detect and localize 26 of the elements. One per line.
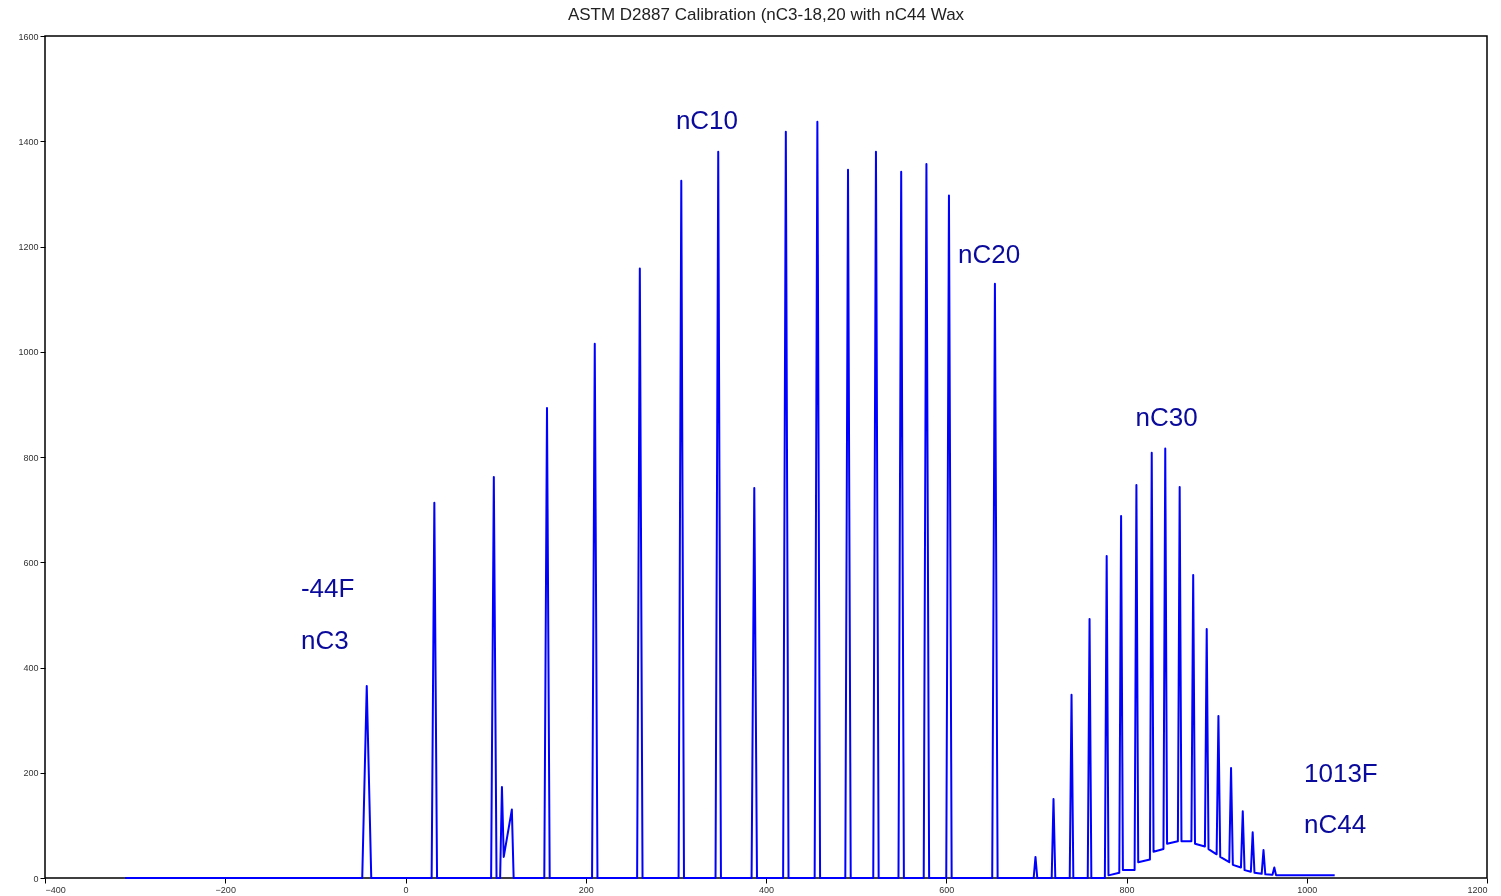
y-tick-label: 600 xyxy=(23,557,39,568)
y-tick-label: 1000 xyxy=(18,347,39,358)
y-tick-label: 1600 xyxy=(18,31,39,42)
annotation: nC20 xyxy=(957,238,1021,269)
y-tick-label: 200 xyxy=(23,768,39,779)
x-tick-label: 0 xyxy=(403,884,409,895)
annotation: nC30 xyxy=(1135,401,1198,432)
y-tick-label: 0 xyxy=(33,873,39,884)
y-tick-label: 800 xyxy=(23,452,39,463)
y-tick-label: 1200 xyxy=(18,242,39,252)
x-tick-label: 400 xyxy=(758,884,775,895)
annotation: nC44 xyxy=(1304,808,1367,839)
x-tick-label: 1200 xyxy=(1467,884,1488,895)
x-tick-label: 200 xyxy=(578,884,594,895)
annotation: -44F xyxy=(300,573,355,604)
annotation: nC3 xyxy=(300,625,349,656)
y-tick-label: 400 xyxy=(23,663,39,673)
annotation: nC10 xyxy=(675,104,739,135)
x-tick-label: 1000 xyxy=(1297,884,1318,895)
x-tick-label: −200 xyxy=(215,884,236,895)
annotation: 1013F xyxy=(1304,757,1378,788)
x-tick-label: 600 xyxy=(939,884,955,895)
y-tick-label: 1400 xyxy=(18,136,39,147)
x-tick-label: 800 xyxy=(1119,884,1135,895)
x-tick-label: −400 xyxy=(45,884,66,895)
chart-title: ASTM D2887 Calibration (nC3-18,20 with nC44 Wax xyxy=(567,5,965,24)
